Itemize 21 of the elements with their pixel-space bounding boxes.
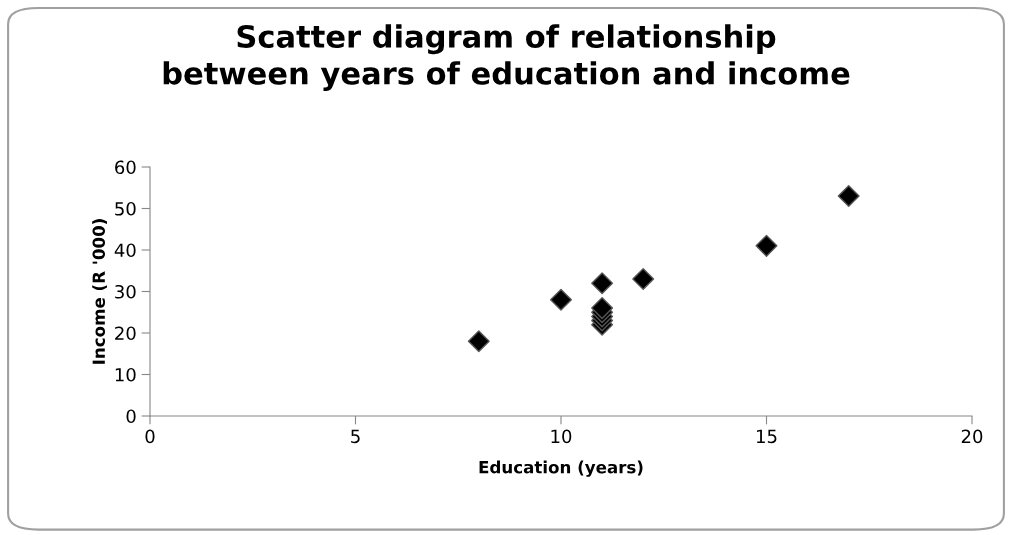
x-tick-label: 15 xyxy=(757,429,777,444)
x-axis-title: Education (years) xyxy=(479,460,643,477)
y-tick-label: 60 xyxy=(115,160,136,175)
point xyxy=(591,272,614,295)
x-tick-label: 10 xyxy=(551,429,572,444)
y-tick-label: 30 xyxy=(115,284,136,299)
y-tick-label: 10 xyxy=(115,367,136,382)
x-tick-label: 20 xyxy=(961,429,983,444)
y-tick-label: 0 xyxy=(126,409,136,424)
y-tick-label: 50 xyxy=(115,201,136,216)
point xyxy=(837,185,860,208)
y-axis-title: Income (R '000) xyxy=(92,219,108,364)
y-tick-label: 40 xyxy=(114,243,136,258)
point xyxy=(632,268,655,291)
x-tick-label: 5 xyxy=(351,429,360,444)
point xyxy=(755,234,778,257)
x-tick-label: 0 xyxy=(145,429,155,444)
point xyxy=(550,288,572,311)
chart-title: Scatter diagram of relationship between years of education and income xyxy=(163,24,850,91)
y-tick-label: 20 xyxy=(115,326,136,341)
point xyxy=(467,330,490,353)
